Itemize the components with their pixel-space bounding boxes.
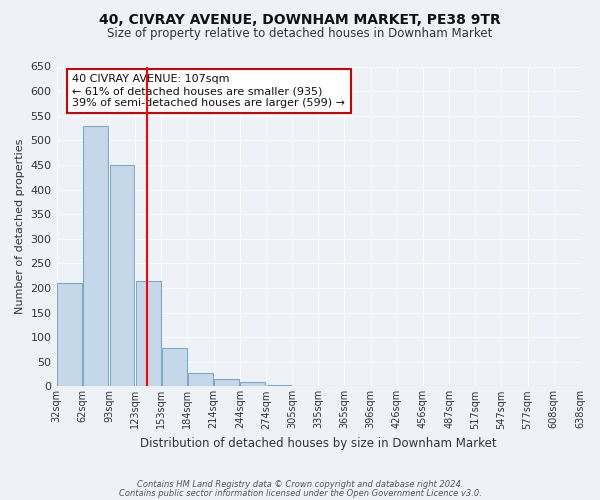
Y-axis label: Number of detached properties: Number of detached properties [15, 139, 25, 314]
Text: 40, CIVRAY AVENUE, DOWNHAM MARKET, PE38 9TR: 40, CIVRAY AVENUE, DOWNHAM MARKET, PE38 … [99, 12, 501, 26]
Bar [188, 372, 213, 386]
Text: 40 CIVRAY AVENUE: 107sqm
← 61% of detached houses are smaller (935)
39% of semi-: 40 CIVRAY AVENUE: 107sqm ← 61% of detach… [72, 74, 345, 108]
Bar [162, 348, 187, 387]
Bar [57, 283, 82, 387]
Text: Contains public sector information licensed under the Open Government Licence v3: Contains public sector information licen… [119, 488, 481, 498]
Bar [241, 382, 265, 386]
Bar [136, 280, 161, 386]
Bar [214, 380, 239, 386]
Text: Contains HM Land Registry data © Crown copyright and database right 2024.: Contains HM Land Registry data © Crown c… [137, 480, 463, 489]
X-axis label: Distribution of detached houses by size in Downham Market: Distribution of detached houses by size … [140, 437, 497, 450]
Bar [110, 165, 134, 386]
Text: Size of property relative to detached houses in Downham Market: Size of property relative to detached ho… [107, 28, 493, 40]
Bar [83, 126, 108, 386]
